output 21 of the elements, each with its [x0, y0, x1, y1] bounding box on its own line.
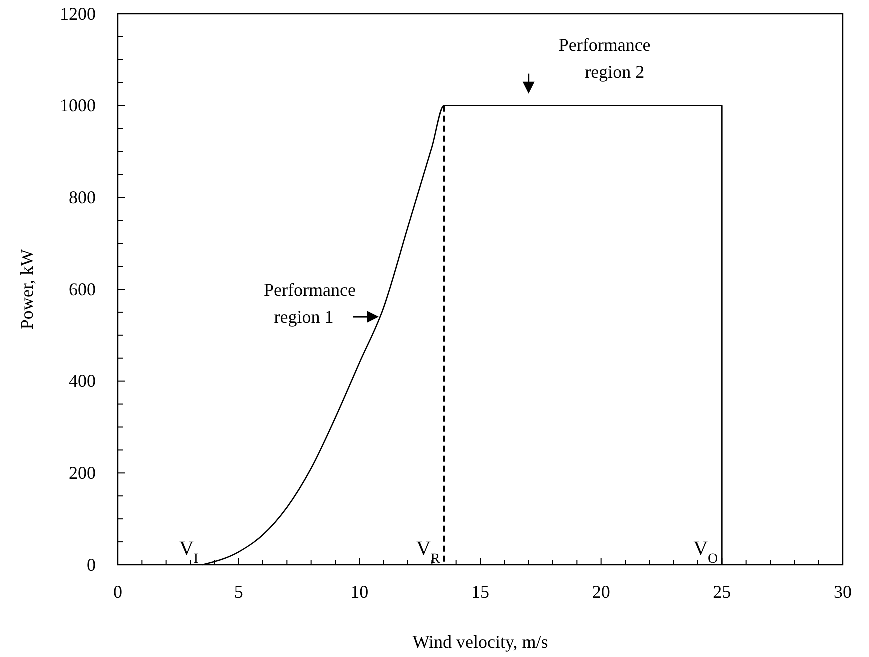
- x-tick-label: 5: [234, 582, 244, 602]
- annotation: Performance region 2: [558, 34, 651, 82]
- y-tick-label: 0: [87, 554, 96, 575]
- annotation: V$_{O}$: [694, 538, 718, 566]
- annotation: V$_{R}$: [416, 538, 441, 566]
- y-tick-label: 600: [69, 279, 96, 300]
- x-tick-label: 0: [114, 582, 122, 602]
- x-axis-title: Wind velocity, m/s: [412, 632, 548, 652]
- x-tick-label: 20: [592, 582, 610, 602]
- y-tick-label: 200: [69, 462, 96, 483]
- annotation: Performance region 1: [264, 280, 356, 328]
- annotation: V$_{I}$: [179, 538, 199, 566]
- x-tick-label: 25: [713, 582, 732, 602]
- x-tick-label: 15: [472, 582, 490, 602]
- x-tick-label: 30: [834, 582, 852, 602]
- x-tick-label: 10: [350, 582, 369, 602]
- y-axis-title: Power, kW: [17, 249, 37, 330]
- y-tick-label: 1000: [60, 96, 96, 116]
- y-tick-label: 1200: [60, 4, 96, 24]
- y-tick-label: 400: [69, 371, 96, 392]
- y-tick-label: 800: [69, 187, 96, 208]
